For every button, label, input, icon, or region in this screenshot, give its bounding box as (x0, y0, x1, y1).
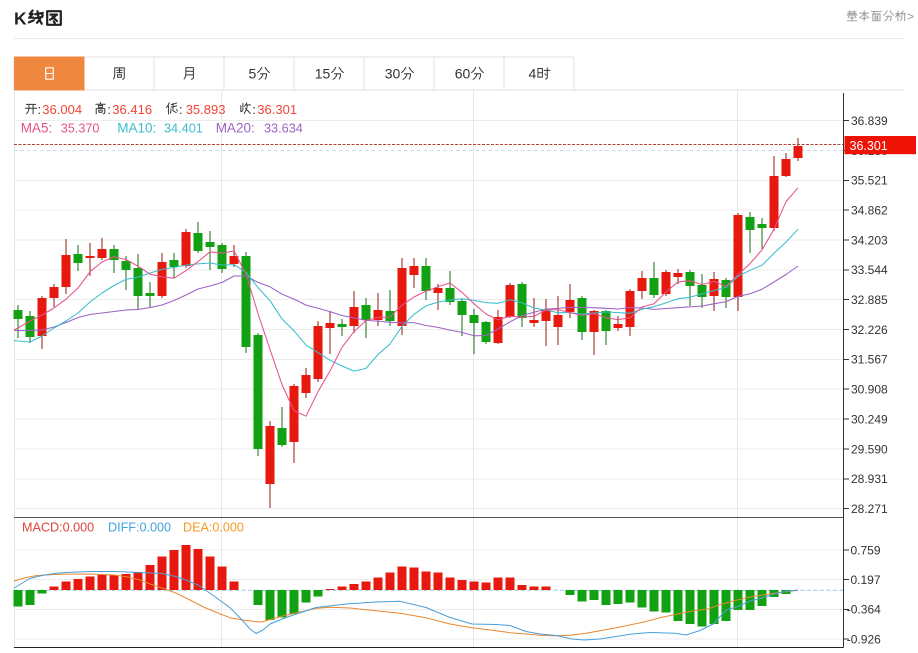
svg-text::: : (179, 102, 183, 117)
svg-text:-0.926: -0.926 (847, 632, 881, 646)
svg-text:34.401: 34.401 (164, 122, 203, 136)
svg-text:MACD:0.000: MACD:0.000 (22, 521, 94, 535)
svg-text:4: 4 (529, 66, 537, 82)
svg-text:31.567: 31.567 (851, 353, 888, 367)
svg-text:MA20:: MA20: (216, 121, 255, 136)
svg-text:30.249: 30.249 (851, 412, 888, 426)
svg-text:34.862: 34.862 (851, 204, 888, 218)
svg-text:0.759: 0.759 (851, 543, 881, 557)
svg-text:36.301: 36.301 (257, 102, 297, 117)
svg-text:K: K (14, 9, 27, 29)
svg-text:MA10:: MA10: (117, 121, 156, 136)
svg-text:32.226: 32.226 (851, 323, 888, 337)
svg-text:0.197: 0.197 (851, 573, 881, 587)
svg-text:33.544: 33.544 (851, 263, 888, 277)
svg-text:DIFF:0.000: DIFF:0.000 (108, 521, 171, 535)
svg-text:60: 60 (455, 66, 471, 82)
svg-text::: : (252, 102, 256, 117)
svg-text:15: 15 (315, 66, 331, 82)
svg-text:28.931: 28.931 (851, 472, 888, 486)
svg-text:36.301: 36.301 (850, 139, 888, 153)
svg-text:35.521: 35.521 (851, 174, 888, 188)
svg-text:28.271: 28.271 (851, 502, 888, 516)
svg-text:DEA:0.000: DEA:0.000 (183, 521, 244, 535)
svg-text:29.590: 29.590 (851, 442, 888, 456)
svg-text:36.839: 36.839 (851, 114, 888, 128)
svg-text:33.634: 33.634 (264, 122, 303, 136)
svg-text:>: > (907, 10, 914, 24)
svg-text:35.893: 35.893 (186, 102, 226, 117)
svg-text:32.885: 32.885 (851, 293, 888, 307)
svg-text:MA5:: MA5: (21, 121, 53, 136)
svg-text::: : (107, 102, 111, 117)
svg-text::: : (38, 102, 42, 117)
svg-text:36.004: 36.004 (42, 102, 82, 117)
svg-text:30.908: 30.908 (851, 383, 888, 397)
svg-text:5: 5 (249, 66, 257, 82)
svg-text:34.203: 34.203 (851, 233, 888, 247)
svg-text:35.370: 35.370 (61, 122, 100, 136)
svg-text:-0.364: -0.364 (847, 603, 881, 617)
svg-text:36.416: 36.416 (112, 102, 152, 117)
svg-text:30: 30 (385, 66, 401, 82)
